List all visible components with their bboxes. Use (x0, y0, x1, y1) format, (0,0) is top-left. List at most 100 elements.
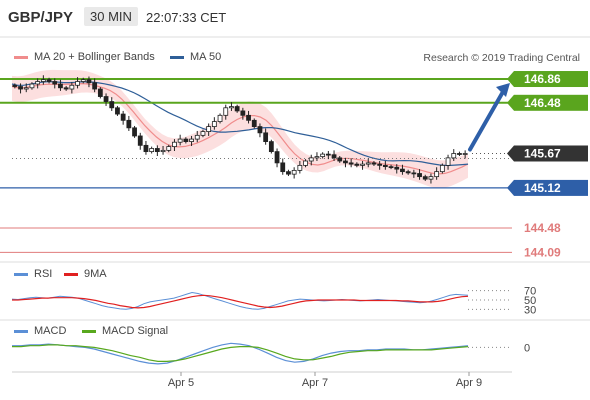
candle (200, 129, 206, 138)
timeframe-button[interactable]: 30 MIN (84, 7, 138, 26)
candle-body (331, 154, 337, 159)
candle-body (308, 157, 314, 162)
candle (189, 135, 194, 146)
candle-body (115, 107, 120, 115)
candle-body (268, 141, 274, 153)
candle (257, 123, 263, 138)
candle (86, 76, 92, 88)
level-label-146.86: 146.86 (524, 72, 561, 86)
candle-body (291, 169, 297, 175)
candle (251, 118, 257, 129)
candle (411, 169, 417, 178)
candle (132, 125, 137, 138)
candle-body (154, 148, 160, 153)
candle-body (143, 144, 149, 153)
candle (46, 77, 52, 84)
candle (52, 78, 58, 89)
candle (172, 139, 177, 151)
candle-body (400, 168, 405, 173)
candle-body (257, 126, 263, 134)
x-tick-label: Apr 9 (456, 377, 482, 389)
candle (23, 83, 29, 93)
x-tick-label: Apr 7 (302, 377, 328, 389)
candle-body (92, 82, 98, 90)
candle-body (445, 157, 451, 166)
candle-body (194, 134, 200, 140)
candle-body (382, 164, 388, 168)
candle (229, 102, 234, 111)
candle (149, 146, 155, 154)
level-badge-146.48 (514, 94, 588, 111)
legend-swatch-9ma (64, 272, 78, 276)
candle-body (52, 81, 58, 85)
candle (35, 78, 41, 89)
candle-body (69, 84, 75, 90)
candle (223, 104, 229, 120)
rsi-level-label-30: 30 (524, 304, 536, 316)
candle (394, 164, 400, 174)
candle-body (63, 87, 69, 90)
candle (268, 139, 274, 154)
candle-body (23, 87, 29, 90)
candle-body (29, 83, 35, 89)
legend-label-macd-signal: MACD Signal (102, 325, 169, 337)
candle (63, 85, 69, 91)
candle (325, 150, 331, 160)
candle (308, 154, 314, 166)
candle (422, 174, 428, 182)
candle-body (58, 83, 63, 89)
level-label-144.09: 144.09 (524, 245, 561, 259)
projection-arrow-head (496, 83, 510, 98)
candle-body (229, 106, 234, 109)
candle-body (206, 126, 212, 132)
legend-rsi: RSI (14, 268, 52, 280)
candle-body (132, 127, 137, 137)
candle (103, 93, 109, 106)
candle (160, 145, 166, 155)
candle (69, 82, 75, 94)
candle-body (434, 171, 440, 178)
level-badge-tip-145.67 (507, 145, 514, 162)
candle-body (137, 135, 143, 146)
candle-body (149, 148, 155, 153)
candle-body (166, 146, 172, 151)
candle (115, 105, 120, 116)
macd-signal-line (12, 344, 469, 362)
candle-body (240, 110, 246, 116)
candle-body (303, 160, 308, 166)
credit-text: Research © 2019 Trading Central (423, 52, 580, 64)
candle (109, 97, 115, 111)
candle-body (103, 96, 109, 102)
candle (240, 107, 246, 120)
candle-body (40, 79, 46, 82)
candle (337, 155, 343, 163)
candle (137, 132, 143, 150)
candle (286, 169, 291, 177)
candle (445, 154, 451, 170)
legend-ma50: MA 50 (170, 51, 221, 63)
candle-body (251, 119, 257, 127)
rsi-level-label-70: 70 (524, 286, 536, 298)
candle (400, 164, 405, 175)
candle-body (365, 162, 371, 165)
legend-swatch-rsi (14, 272, 28, 276)
candle-body (428, 176, 434, 180)
candle-body (462, 153, 468, 155)
candle (246, 110, 251, 124)
candle (382, 161, 388, 170)
bollinger-band-area (12, 69, 468, 189)
current-price-badge (514, 145, 588, 162)
candle (291, 167, 297, 179)
legend-swatch-macd-signal (82, 329, 96, 333)
candle-body (189, 138, 194, 142)
candle (143, 140, 149, 155)
candle-body (314, 156, 320, 159)
candle-body (411, 172, 417, 175)
candle (29, 82, 35, 90)
candle-body (343, 160, 348, 164)
candle-body (417, 173, 422, 178)
candle (177, 134, 183, 146)
candle-body (183, 138, 189, 142)
level-label-145.67: 145.67 (524, 146, 561, 160)
